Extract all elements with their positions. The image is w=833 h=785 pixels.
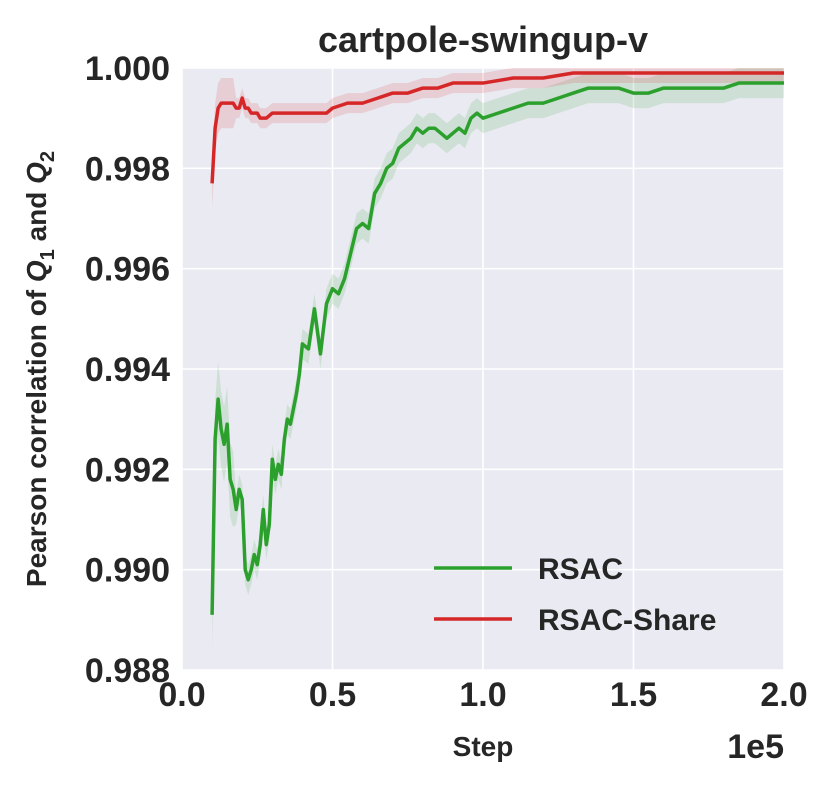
line-rsac-share [210,71,784,184]
legend-label-rsac-share: RSAC-Share [538,604,716,637]
y-tick-label: 0.992 [85,451,170,489]
chart-title: cartpole-swingup-v [318,19,648,60]
x-tick-label: 1.5 [610,676,657,714]
y-axis-label: Pearson correlation of Q1 and Q2 [21,151,59,587]
y-tick-label: 0.998 [85,150,170,188]
x-tick-label: 0.0 [158,676,205,714]
x-tick-label: 2.0 [760,676,807,714]
x-tick-labels: 0.0 0.5 1.0 1.5 2.0 [158,676,807,714]
x-tick-label: 1.0 [459,676,506,714]
y-tick-label: 0.988 [85,652,170,690]
y-label-sub2: 2 [37,151,59,162]
y-tick-label: 1.000 [85,50,170,88]
y-tick-label: 0.990 [85,552,170,590]
legend-label-rsac: RSAC [538,553,623,586]
y-label-q2: Q [21,162,52,184]
x-offset-label: 1e5 [727,728,784,766]
x-tick-label: 0.5 [309,676,356,714]
y-tick-labels: 0.988 0.990 0.992 0.994 0.996 0.998 1.000 [85,50,170,690]
y-label-mid: and [21,184,52,249]
legend: RSAC RSAC-Share [434,553,716,637]
y-label-q1: Q [21,260,52,282]
y-label-sub1: 1 [37,249,59,260]
x-axis-label: Step [453,731,514,762]
y-tick-label: 0.994 [85,351,170,389]
series-lines [210,71,784,615]
y-tick-label: 0.996 [85,251,170,289]
y-label-prefix: Pearson correlation of [21,282,52,587]
line-rsac [210,81,784,615]
